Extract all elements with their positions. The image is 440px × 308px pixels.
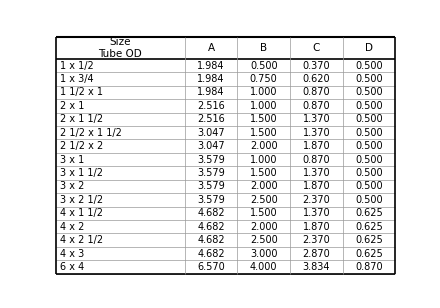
- Text: 6 x 4: 6 x 4: [60, 262, 84, 272]
- Text: 1.870: 1.870: [303, 181, 330, 191]
- Text: 1.984: 1.984: [197, 87, 225, 97]
- Text: 0.625: 0.625: [355, 249, 383, 258]
- Text: 1.500: 1.500: [250, 168, 278, 178]
- Text: 4 x 3: 4 x 3: [60, 249, 84, 258]
- Text: 6.570: 6.570: [197, 262, 225, 272]
- Text: Size
Tube OD: Size Tube OD: [98, 37, 142, 59]
- Text: 4.682: 4.682: [197, 208, 225, 218]
- Text: 2.516: 2.516: [197, 101, 225, 111]
- Text: 3 x 1: 3 x 1: [60, 155, 84, 164]
- Text: 0.500: 0.500: [355, 195, 383, 205]
- Text: 0.500: 0.500: [355, 61, 383, 71]
- Text: 0.500: 0.500: [355, 141, 383, 151]
- Text: 3.047: 3.047: [197, 128, 225, 138]
- Text: 2 1/2 x 2: 2 1/2 x 2: [60, 141, 103, 151]
- Text: B: B: [260, 43, 267, 53]
- Text: 1.000: 1.000: [250, 87, 278, 97]
- Text: 2 x 1: 2 x 1: [60, 101, 84, 111]
- Text: 0.500: 0.500: [355, 114, 383, 124]
- Text: 2.516: 2.516: [197, 114, 225, 124]
- Text: 0.500: 0.500: [355, 168, 383, 178]
- Text: 2 x 1 1/2: 2 x 1 1/2: [60, 114, 103, 124]
- Bar: [56, 38, 395, 59]
- Text: 1.984: 1.984: [197, 61, 225, 71]
- Text: 1.870: 1.870: [303, 222, 330, 232]
- Text: 0.500: 0.500: [355, 181, 383, 191]
- Text: 0.370: 0.370: [303, 61, 330, 71]
- Text: 0.500: 0.500: [355, 128, 383, 138]
- Text: 0.625: 0.625: [355, 222, 383, 232]
- Text: 0.500: 0.500: [355, 101, 383, 111]
- Text: 0.870: 0.870: [303, 155, 330, 164]
- Text: 1 1/2 x 1: 1 1/2 x 1: [60, 87, 103, 97]
- Text: 1.500: 1.500: [250, 208, 278, 218]
- Text: 1.000: 1.000: [250, 101, 278, 111]
- Text: 4.682: 4.682: [197, 222, 225, 232]
- Text: 1.370: 1.370: [303, 128, 330, 138]
- Text: 0.500: 0.500: [355, 74, 383, 84]
- Text: 2.000: 2.000: [250, 222, 278, 232]
- Text: 0.625: 0.625: [355, 208, 383, 218]
- Text: 2.000: 2.000: [250, 141, 278, 151]
- Text: 2.500: 2.500: [250, 195, 278, 205]
- Text: 3.047: 3.047: [197, 141, 225, 151]
- Text: 1.500: 1.500: [250, 128, 278, 138]
- Text: 3 x 2 1/2: 3 x 2 1/2: [60, 195, 103, 205]
- Text: 0.750: 0.750: [250, 74, 278, 84]
- Text: 4.682: 4.682: [197, 249, 225, 258]
- Text: 2.000: 2.000: [250, 181, 278, 191]
- Text: 4.682: 4.682: [197, 235, 225, 245]
- Text: 3.579: 3.579: [197, 181, 225, 191]
- Text: 0.500: 0.500: [355, 155, 383, 164]
- Text: 3.834: 3.834: [303, 262, 330, 272]
- Text: 3 x 1 1/2: 3 x 1 1/2: [60, 168, 103, 178]
- Text: 1.500: 1.500: [250, 114, 278, 124]
- Text: 4 x 2: 4 x 2: [60, 222, 84, 232]
- Text: 4.000: 4.000: [250, 262, 278, 272]
- Text: 0.870: 0.870: [355, 262, 383, 272]
- Text: 2.500: 2.500: [250, 235, 278, 245]
- Text: 0.500: 0.500: [250, 61, 278, 71]
- Text: 3.579: 3.579: [197, 168, 225, 178]
- Text: 3.000: 3.000: [250, 249, 278, 258]
- Text: 4 x 2 1/2: 4 x 2 1/2: [60, 235, 103, 245]
- Text: C: C: [313, 43, 320, 53]
- Text: 0.870: 0.870: [303, 101, 330, 111]
- Text: 1.984: 1.984: [197, 74, 225, 84]
- Text: 1 x 3/4: 1 x 3/4: [60, 74, 93, 84]
- Text: 2.870: 2.870: [302, 249, 330, 258]
- Text: 1.370: 1.370: [303, 168, 330, 178]
- Text: 1.370: 1.370: [303, 114, 330, 124]
- Text: 1 x 1/2: 1 x 1/2: [60, 61, 94, 71]
- Text: 2 1/2 x 1 1/2: 2 1/2 x 1 1/2: [60, 128, 121, 138]
- Text: 2.370: 2.370: [302, 195, 330, 205]
- Text: 1.000: 1.000: [250, 155, 278, 164]
- Text: 3 x 2: 3 x 2: [60, 181, 84, 191]
- Text: 0.625: 0.625: [355, 235, 383, 245]
- Text: 1.870: 1.870: [303, 141, 330, 151]
- Text: D: D: [365, 43, 373, 53]
- Text: 0.620: 0.620: [303, 74, 330, 84]
- Text: 0.500: 0.500: [355, 87, 383, 97]
- Text: 2.370: 2.370: [302, 235, 330, 245]
- Text: 0.870: 0.870: [303, 87, 330, 97]
- Text: A: A: [208, 43, 215, 53]
- Text: 3.579: 3.579: [197, 155, 225, 164]
- Text: 4 x 1 1/2: 4 x 1 1/2: [60, 208, 103, 218]
- Text: 1.370: 1.370: [303, 208, 330, 218]
- Text: 3.579: 3.579: [197, 195, 225, 205]
